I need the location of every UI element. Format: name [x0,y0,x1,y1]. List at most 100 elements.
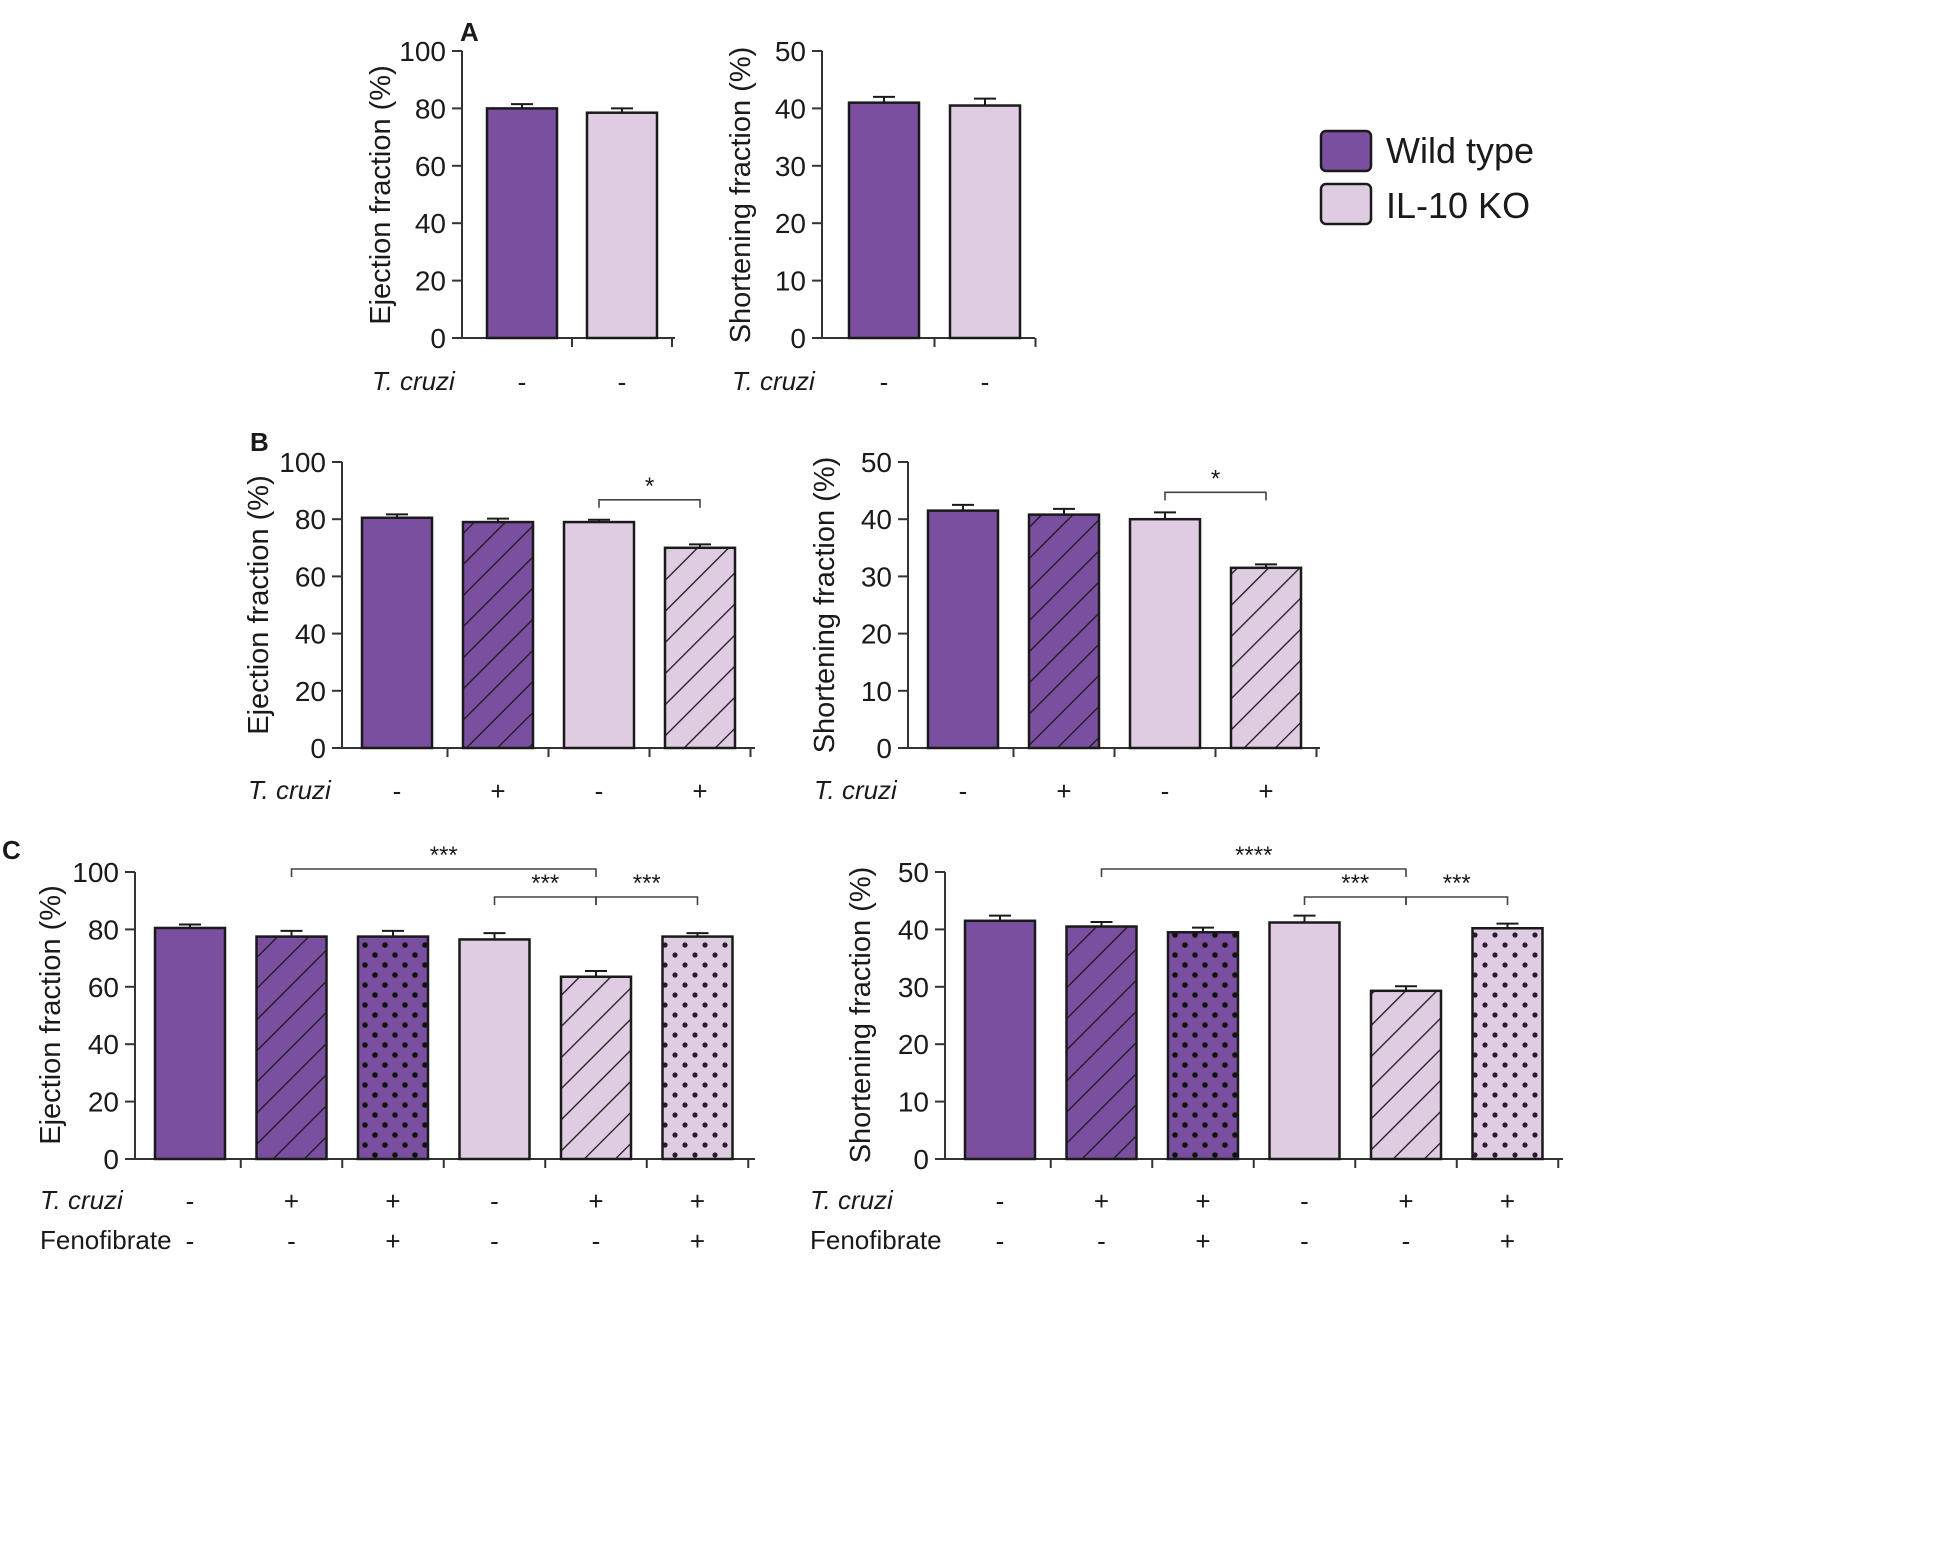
significance-bracket [1303,896,1407,905]
y-tick-label: 0 [913,1144,929,1175]
y-tick-label: 20 [295,676,326,707]
condition-sign: - [287,1226,296,1256]
condition-sign: - [996,1226,1005,1256]
y-tick-label: 20 [898,1029,929,1060]
bar [585,111,659,340]
row-label-t-cruzi: T. cruzi [40,1185,124,1215]
bar [1471,927,1544,1161]
bar [1166,931,1240,1161]
panel-label: C [2,835,21,865]
significance-bracket [290,868,597,877]
condition-sign: + [1258,776,1273,806]
condition-sign: - [959,776,968,806]
significance-label: *** [430,842,458,869]
y-axis-label: Ejection fraction (%) [35,885,67,1145]
significance-label: *** [633,870,661,897]
panel-label: B [250,427,269,457]
y-tick-label: 80 [415,93,446,124]
y-tick-label: 30 [775,151,806,182]
y-tick-label: 0 [876,733,892,764]
legend-swatch-il10-ko [1319,182,1373,226]
y-tick-label: 20 [775,208,806,239]
condition-sign: - [592,1226,601,1256]
significance-label: **** [1235,842,1272,869]
y-tick-label: 50 [775,36,806,67]
chart-5: C Ejection fraction (%) 0 20 40 60 80 100 *** ***… [2,835,755,1256]
condition-sign: + [1195,1226,1210,1256]
y-axis-label: Shortening fraction (%) [809,457,841,754]
bar [461,520,535,750]
significance-label: *** [1443,870,1471,897]
bar [1128,517,1202,750]
condition-sign: + [692,776,707,806]
condition-sign: - [1300,1226,1309,1256]
condition-sign: - [490,1226,499,1256]
row-label-t-cruzi: T. cruzi [248,775,332,805]
condition-sign: - [518,367,527,397]
condition-sign: - [1402,1226,1411,1256]
significance-label: * [645,473,654,500]
y-tick-label: 40 [775,93,806,124]
y-tick-label: 0 [103,1144,119,1175]
y-tick-label: 40 [861,504,892,535]
y-tick-label: 40 [898,914,929,945]
y-axis-label: Ejection fraction (%) [243,475,275,735]
y-tick-label: 0 [310,733,326,764]
significance-bracket [1100,868,1407,877]
bar [948,104,1022,340]
y-tick-label: 100 [399,36,446,67]
condition-sign: - [996,1186,1005,1216]
condition-sign: - [880,367,889,397]
y-tick-label: 20 [415,266,446,297]
y-tick-label: 60 [415,151,446,182]
significance-label: *** [531,870,559,897]
bar [255,935,328,1161]
bar [661,935,734,1161]
y-tick-label: 50 [861,447,892,478]
condition-sign: + [284,1186,299,1216]
y-tick-label: 100 [72,857,119,888]
condition-sign: - [186,1186,195,1216]
condition-sign: + [1500,1226,1515,1256]
y-tick-label: 60 [295,561,326,592]
condition-sign: + [690,1186,705,1216]
y-tick-label: 10 [861,676,892,707]
y-tick-label: 40 [295,619,326,650]
chart-6: Shortening fraction (%) 01020304050******… [810,842,1563,1256]
condition-sign: + [690,1226,705,1256]
row-label-fenofibrate: Fenofibrate [40,1225,172,1255]
significance-bracket [1164,491,1267,501]
y-tick-label: 20 [88,1087,119,1118]
y-tick-label: 40 [88,1029,119,1060]
condition-sign: - [618,367,627,397]
row-label-t-cruzi: T. cruzi [732,366,816,396]
condition-sign: + [1094,1186,1109,1216]
bar [1369,989,1443,1161]
condition-sign: - [490,1186,499,1216]
y-tick-label: 100 [279,447,326,478]
condition-sign: - [1161,776,1170,806]
condition-sign: + [1056,776,1071,806]
significance-bracket [1405,896,1509,905]
chart-3: B Ejection fraction (%) 0 20 40 60 80 100 * T. cr… [243,427,755,806]
legend-swatch-wild-type [1319,129,1373,173]
bar [963,919,1037,1161]
condition-sign: + [588,1186,603,1216]
significance-bracket [595,896,699,905]
y-tick-label: 0 [430,323,446,354]
bar [559,975,633,1161]
bar [926,509,1000,750]
y-tick-label: 30 [898,972,929,1003]
legend-label-il10-ko: IL-10 KO [1386,185,1530,226]
bar [485,107,559,340]
condition-sign: + [1398,1186,1413,1216]
condition-sign: + [1500,1186,1515,1216]
condition-sign: + [385,1186,400,1216]
bar [153,926,227,1161]
y-tick-label: 40 [415,208,446,239]
y-axis-label: Ejection fraction (%) [365,65,397,325]
y-tick-label: 30 [861,561,892,592]
chart-1: A Ejection fraction (%) 0 20 40 60 80 100 T. cru… [365,17,675,397]
condition-sign: + [490,776,505,806]
